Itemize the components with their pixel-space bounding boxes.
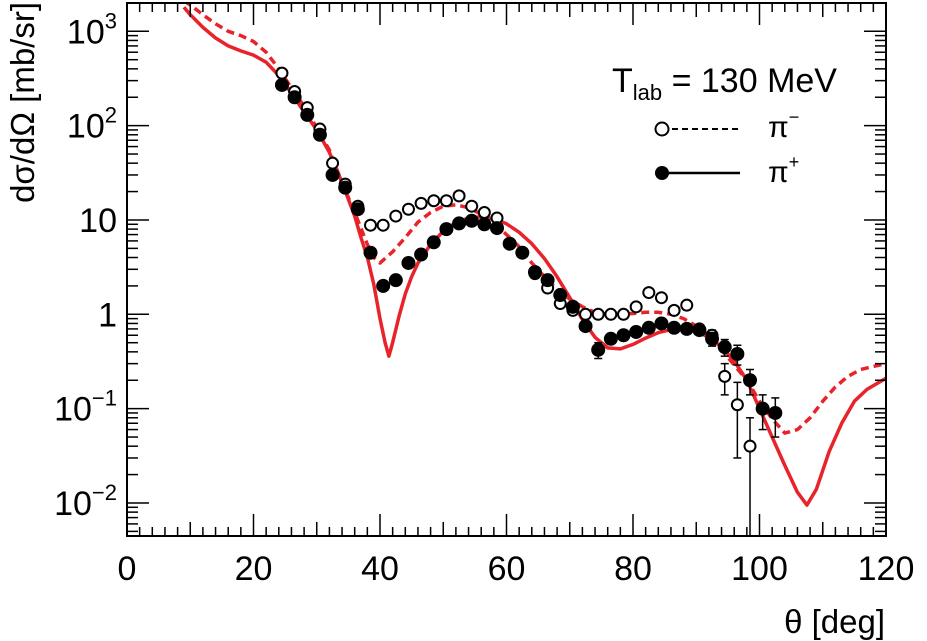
y-tick-label: 1 xyxy=(98,296,117,334)
legend-entry-pi-minus: π− xyxy=(654,107,799,144)
pi-plus-data-point xyxy=(641,320,656,335)
legend-marker-filled-circle xyxy=(655,166,669,180)
legend-header-main: T xyxy=(612,62,633,100)
y-tick-label: 10 xyxy=(79,202,117,240)
x-tick-label: 0 xyxy=(118,550,137,588)
pi-plus-data-point xyxy=(401,255,416,270)
legend-header-sub: lab xyxy=(633,80,662,105)
pi-plus-data-point xyxy=(540,273,555,288)
pi-minus-data-point xyxy=(389,209,403,223)
pi-plus-data-point xyxy=(414,247,429,262)
pi-plus-data-point xyxy=(679,321,694,336)
pi-plus-data-point xyxy=(439,222,454,237)
pi-plus-data-point xyxy=(376,278,391,293)
pi-plus-data-point xyxy=(717,340,732,355)
pi-minus-data-point xyxy=(364,218,378,232)
legend-header-rest: = 130 MeV xyxy=(662,62,837,100)
pi-minus-data-point xyxy=(465,199,479,213)
y-tick-label: 10−2 xyxy=(54,480,117,523)
pi-plus-data-point xyxy=(553,288,568,303)
pi-plus-data-point xyxy=(578,319,593,334)
pi-plus-data-point xyxy=(616,328,631,343)
pi-minus-data-point xyxy=(718,369,732,383)
pi-minus-data-point xyxy=(654,291,668,305)
pi-minus-data-point xyxy=(376,218,390,232)
pi-minus-data-point xyxy=(604,307,618,321)
pi-plus-data-point xyxy=(527,265,542,280)
pi-minus-data-point xyxy=(667,303,681,317)
legend-header: Tlab = 130 MeV xyxy=(612,62,837,105)
pi-minus-data-point xyxy=(680,298,694,312)
pi-minus-data-point xyxy=(629,300,643,314)
pi-minus-data-point xyxy=(730,398,744,412)
pi-plus-data-point xyxy=(692,323,707,338)
x-tick-label: 40 xyxy=(361,550,399,588)
pi-minus-data-point xyxy=(591,307,605,321)
x-axis-title: θ [deg] xyxy=(784,603,885,640)
pi-minus-data-point xyxy=(427,194,441,208)
pi-plus-data-point xyxy=(565,299,580,314)
legend-entry-pi-plus: π+ xyxy=(655,152,799,189)
x-tick-label: 80 xyxy=(614,550,652,588)
pi-minus-data-point xyxy=(617,307,631,321)
pi-plus-data-point xyxy=(325,167,340,182)
pi-minus-data-point xyxy=(743,439,757,453)
pi-minus-data-point xyxy=(401,202,415,216)
y-tick-label: 102 xyxy=(67,103,117,146)
pi-plus-data-point xyxy=(477,217,492,232)
pi-plus-data-point xyxy=(388,273,403,288)
x-tick-label: 120 xyxy=(858,550,915,588)
pi-plus-data-point xyxy=(591,342,606,357)
x-tick-label: 100 xyxy=(731,550,788,588)
y-tick-label: 10−1 xyxy=(54,386,117,429)
pi-plus-data-point xyxy=(705,331,720,346)
pi-plus-data-point xyxy=(730,346,745,361)
legend-label-pi-minus: π− xyxy=(768,107,799,144)
pi-plus-data-point xyxy=(743,373,758,388)
pi-plus-data-point xyxy=(363,245,378,260)
pi-minus-data-point xyxy=(642,286,656,300)
pi-minus-data-point xyxy=(439,194,453,208)
pi-minus-data-point xyxy=(326,156,340,170)
pi-plus-data-point xyxy=(654,316,669,331)
pi-plus-data-point xyxy=(768,405,783,420)
pi-plus-data-point xyxy=(287,90,302,105)
pi-minus-data-point xyxy=(477,206,491,220)
pi-plus-data-point xyxy=(338,180,353,195)
pi-minus-data-point xyxy=(579,307,593,321)
pi-plus-data-point xyxy=(452,216,467,231)
pi-plus-data-point xyxy=(464,213,479,228)
pi-plus-data-point xyxy=(603,331,618,346)
legend: Tlab = 130 MeV π− π+ xyxy=(612,62,837,189)
pi-minus-data-point xyxy=(452,189,466,203)
pi-plus-data-point xyxy=(350,202,365,217)
x-tick-label: 60 xyxy=(488,550,526,588)
legend-label-pi-plus: π+ xyxy=(768,152,799,189)
pi-minus-data-point xyxy=(275,66,289,80)
pi-plus-data-point xyxy=(755,401,770,416)
legend-marker-open-circle xyxy=(654,121,670,137)
pi-minus-data-point xyxy=(414,196,428,210)
pi-plus-data-point xyxy=(667,320,682,335)
pi-plus-data-point xyxy=(274,77,289,92)
x-tick-label: 20 xyxy=(235,550,273,588)
pi-plus-data-point xyxy=(300,107,315,122)
pi-plus-data-point xyxy=(502,236,517,251)
pi-plus-data-point xyxy=(515,245,530,260)
y-tick-label: 103 xyxy=(67,8,117,51)
y-axis-title: dσ/dΩ [mb/sr] xyxy=(4,2,41,203)
pi-plus-data-point xyxy=(490,221,505,236)
pi-plus-data-point xyxy=(629,324,644,339)
pi-plus-data-point xyxy=(426,235,441,250)
pi-plus-data-point xyxy=(312,127,327,142)
